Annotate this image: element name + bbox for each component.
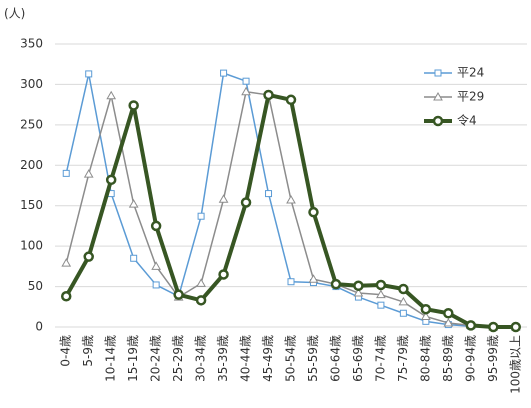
marker [375,279,387,291]
marker [130,254,138,262]
marker [60,291,72,302]
marker [61,258,72,267]
legend-label: 平29 [457,90,484,104]
marker [510,321,522,333]
x-tick-label: 20-24歳 [149,335,163,382]
x-tick-label: 30-34歳 [194,335,208,382]
marker [420,311,431,320]
x-tick-label: 25-29歳 [171,335,185,382]
x-tick-label: 85-89歳 [441,335,455,382]
y-tick-label: 350 [20,37,43,51]
marker [308,206,319,218]
marker [240,197,252,208]
marker [377,301,385,309]
series-line [64,92,516,329]
x-tick-label: 40-44歳 [239,335,253,382]
y-tick-label: 300 [20,77,43,91]
x-tick-label: 95-99歳 [486,335,500,382]
marker [196,278,206,287]
marker [220,69,228,77]
series-line [65,90,516,328]
marker [330,278,342,290]
marker [420,303,432,315]
y-tick-label: 250 [20,117,43,131]
marker [241,86,251,96]
x-tick-label: 5-9歳 [81,335,95,367]
marker [287,278,295,286]
x-tick-label: 45-49歳 [261,335,275,382]
x-tick-label: 90-94歳 [463,335,477,382]
marker [308,274,319,283]
marker [353,288,364,297]
marker [285,94,297,106]
marker [488,321,499,333]
x-tick-label: 60-64歳 [328,335,342,382]
legend-label: 平24 [457,66,484,80]
marker [83,169,94,178]
x-tick-label: 35-39歳 [216,335,230,382]
marker [150,220,162,232]
marker [173,289,184,300]
x-tick-label: 0-4歳 [59,335,73,367]
x-tick-label: 75-79歳 [396,335,410,382]
marker [265,190,273,198]
marker [85,70,93,78]
x-tick-label: 55-59歳 [306,335,320,382]
marker [83,251,94,262]
marker [218,194,229,203]
x-tick-label: 65-69歳 [351,335,365,382]
legend-label: 令4 [457,113,477,128]
marker [62,169,70,177]
marker [195,295,207,306]
marker [434,69,442,77]
marker [398,283,409,295]
marker [398,296,409,306]
y-tick-label: 150 [20,198,43,212]
marker [443,317,454,327]
marker [152,281,160,289]
y-axis-label: (人) [4,7,25,21]
marker [151,261,162,270]
marker [376,289,386,299]
marker [465,320,477,331]
marker [443,308,454,319]
marker [353,280,364,292]
x-tick-label: 50-54歳 [284,335,298,382]
y-tick-label: 200 [20,158,43,172]
marker [106,90,117,100]
x-tick-label: 10-14歳 [104,335,118,382]
x-tick-label: 80-84歳 [418,335,432,382]
marker [432,115,444,127]
marker [242,77,250,85]
y-tick-label: 100 [20,239,43,253]
marker [105,174,117,186]
x-tick-label: 70-74歳 [373,335,387,382]
x-tick-label: 100歳以上 [508,335,522,394]
marker [197,212,205,220]
marker [286,195,296,204]
y-tick-label: 0 [35,320,43,334]
x-tick-label: 15-19歳 [126,335,140,382]
marker [218,269,229,280]
marker [399,309,407,317]
y-tick-label: 50 [28,279,43,293]
marker [433,91,443,101]
marker [128,100,139,111]
marker [128,199,139,208]
marker [263,89,274,101]
